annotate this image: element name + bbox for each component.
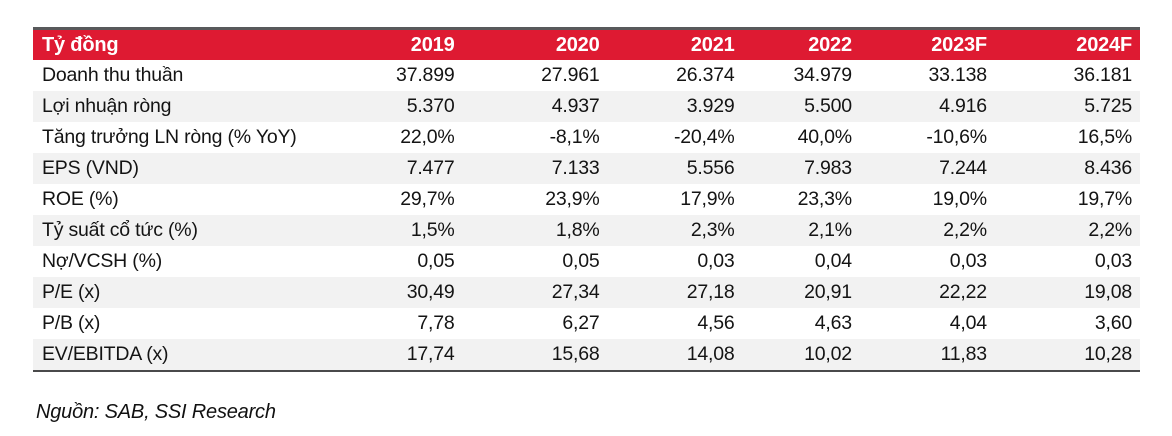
value-cell: 8.436 [1084,157,1132,179]
value-cell: 19,7% [1077,188,1132,210]
value-cell: 20,91 [804,281,852,303]
table-row: P/E (x) 30,49 27,34 27,18 20,91 22,22 19,08 [33,277,1140,308]
year-column-header: 2022 [742,28,860,60]
value-cell: 1,5% [410,219,455,241]
table-row: EV/EBITDA (x) 17,74 15,68 14,08 10,02 11,83 10… [33,339,1140,371]
value-cell: 15,68 [551,343,600,365]
financials-table-wrapper: Tỷ đồng 2019 2020 2021 2022 2023F 2024F Doanh… [33,27,1140,372]
value-cell: -20,4% [673,126,735,148]
value-cell: 2,2% [943,219,987,241]
value-cell: 27,34 [551,281,600,303]
value-cell: 2,3% [690,219,735,241]
value-cell: 30,49 [406,281,455,303]
value-cell: 5.500 [804,95,852,117]
table-row: EPS (VND) 7.477 7.133 5.556 7.983 7.244 8.436 [33,153,1140,184]
value-cell: 7.477 [406,157,455,179]
value-cell: 5.556 [686,157,735,179]
unit-column-header: Tỷ đồng [33,28,343,60]
value-cell: 19,0% [932,188,987,210]
value-cell: 40,0% [797,126,852,148]
header-row: Tỷ đồng 2019 2020 2021 2022 2023F 2024F [33,28,1140,60]
value-cell: 33.138 [928,64,987,86]
financials-table: Tỷ đồng 2019 2020 2021 2022 2023F 2024F Doanh… [33,27,1140,372]
row-label: ROE (%) [42,188,119,210]
value-cell: 19,08 [1084,281,1132,303]
value-cell: 17,74 [406,343,455,365]
value-cell: -10,6% [926,126,987,148]
row-label: Tỷ suất cổ tức (%) [42,219,198,241]
table-row: P/B (x) 7,78 6,27 4,56 4,63 4,04 3,60 [33,308,1140,339]
value-cell: 10,28 [1084,343,1132,365]
value-cell: 37.899 [396,64,455,86]
year-column-header: 2020 [462,28,608,60]
row-label: Doanh thu thuần [42,64,184,86]
value-cell: 1,8% [555,219,600,241]
year-column-header: 2023F [859,28,995,60]
value-cell: 23,9% [545,188,600,210]
value-cell: 22,22 [939,281,987,303]
value-cell: 34.979 [793,64,852,86]
value-cell: 26.374 [676,64,735,86]
value-cell: 0,05 [562,250,600,272]
value-cell: 27,18 [686,281,735,303]
table-row: Tăng trưởng LN ròng (% YoY) 22,0% -8,1% -20… [33,122,1140,153]
value-cell: 5.725 [1084,95,1132,117]
value-cell: 2,1% [808,219,852,241]
table-body: Doanh thu thuần 37.899 27.961 26.374 34.979 3… [33,60,1140,371]
value-cell: 17,9% [680,188,735,210]
source-note: Nguồn: SAB, SSI Research [36,401,276,423]
table-row: Nợ/VCSH (%) 0,05 0,05 0,03 0,04 0,03 0,03 [33,246,1140,277]
year-column-header: 2024F [994,28,1140,60]
value-cell: 36.181 [1073,64,1133,86]
row-label: EV/EBITDA (x) [42,343,169,365]
value-cell: 2,2% [1088,219,1132,241]
row-label: P/E (x) [42,281,101,303]
value-cell: 29,7% [400,188,455,210]
row-label: EPS (VND) [42,157,139,179]
value-cell: 0,03 [949,250,987,272]
value-cell: 7.983 [804,157,852,179]
value-cell: 5.370 [406,95,455,117]
value-cell: 4.937 [551,95,600,117]
value-cell: 0,03 [1094,250,1132,272]
value-cell: 3.929 [686,95,735,117]
value-cell: 7.133 [551,157,600,179]
row-label: Tăng trưởng LN ròng (% YoY) [42,126,297,148]
value-cell: 4,63 [814,312,852,334]
value-cell: 4,56 [697,312,735,334]
value-cell: 0,03 [697,250,735,272]
table-header: Tỷ đồng 2019 2020 2021 2022 2023F 2024F [33,28,1140,60]
year-column-header: 2019 [342,28,463,60]
year-column-header: 2021 [607,28,743,60]
value-cell: 6,27 [562,312,600,334]
table-row: Lợi nhuận ròng 5.370 4.937 3.929 5.500 4.916 5… [33,91,1140,122]
table-row: Doanh thu thuần 37.899 27.961 26.374 34.979 3… [33,60,1140,91]
value-cell: 7,78 [417,312,455,334]
value-cell: 14,08 [686,343,735,365]
value-cell: 22,0% [400,126,455,148]
value-cell: 0,05 [417,250,455,272]
value-cell: 11,83 [940,343,988,365]
value-cell: 27.961 [541,64,600,86]
value-cell: 4,04 [949,312,987,334]
value-cell: 16,5% [1077,126,1132,148]
value-cell: 7.244 [939,157,987,179]
value-cell: 4.916 [939,95,987,117]
value-cell: 3,60 [1094,312,1132,334]
table-row: ROE (%) 29,7% 23,9% 17,9% 23,3% 19,0% 19,7% [33,184,1140,215]
value-cell: 10,02 [804,343,852,365]
value-cell: 23,3% [797,188,852,210]
row-label: Nợ/VCSH (%) [42,250,163,272]
row-label: Lợi nhuận ròng [42,95,172,117]
value-cell: 0,04 [814,250,852,272]
row-label: P/B (x) [42,312,101,334]
value-cell: -8,1% [549,126,600,148]
table-row: Tỷ suất cổ tức (%) 1,5% 1,8% 2,3% 2,1% 2,2% 2,… [33,215,1140,246]
